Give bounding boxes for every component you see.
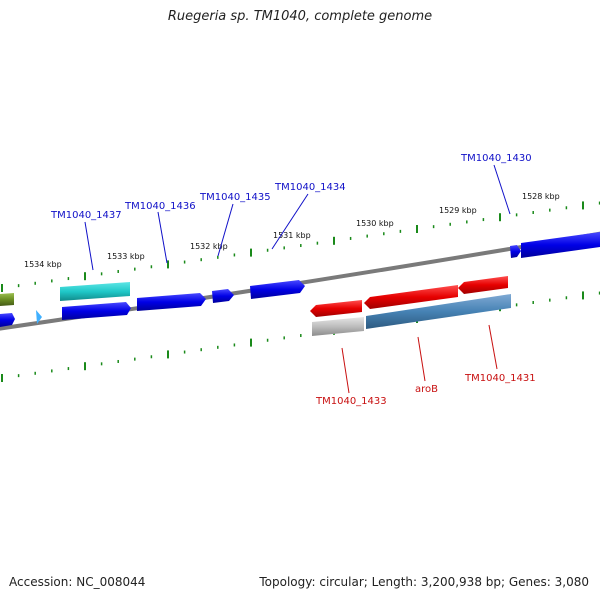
- callout-line-tm1040-1430: [493, 164, 511, 215]
- tick-label-1534: 1534 kbp: [24, 260, 62, 269]
- gene-arrow-tm1040-1436[interactable]: [137, 293, 206, 311]
- gene-label-tm1040-1435[interactable]: TM1040_1435: [199, 192, 271, 203]
- gene-arrow-arob[interactable]: [364, 285, 458, 309]
- callout-line-arob: [417, 336, 426, 382]
- tick-label-1533: 1533 kbp: [107, 252, 145, 261]
- callout-line-tm1040-1436: [157, 211, 168, 264]
- callout-line-tm1040-1434: [271, 193, 309, 250]
- tick-label-1531: 1531 kbp: [273, 231, 311, 240]
- callout-line-tm1040-1435: [217, 203, 234, 257]
- gene-arrow-left-edge[interactable]: [0, 313, 15, 327]
- gene-label-tm1040-1437[interactable]: TM1040_1437: [50, 210, 122, 221]
- tick-label-1528: 1528 kbp: [522, 192, 560, 201]
- gene-arrow-tm1040-1431[interactable]: [458, 276, 508, 294]
- gene-label-tm1040-1436[interactable]: TM1040_1436: [124, 201, 196, 212]
- gene-label-tm1040-1433[interactable]: TM1040_1433: [315, 396, 387, 407]
- gene-label-arob[interactable]: aroB: [415, 384, 438, 395]
- gene-arrow-tm1040-1430[interactable]: [521, 232, 600, 258]
- feature-steel-arob[interactable]: [366, 294, 511, 329]
- gene-label-tm1040-1431[interactable]: TM1040_1431: [464, 373, 536, 384]
- callout-line-tm1040-1431: [488, 324, 498, 370]
- tick-label-1532: 1532 kbp: [190, 242, 228, 251]
- feature-olive[interactable]: [0, 293, 14, 306]
- gene-arrow-tm1040-1430-a[interactable]: [510, 245, 521, 258]
- gene-arrow-tm1040-1437-cds[interactable]: [62, 302, 131, 320]
- feature-light-blue-marker[interactable]: [36, 310, 42, 324]
- gene-arrow-tm1040-1433[interactable]: [310, 300, 362, 317]
- accession-text: Accession: NC_008044: [9, 575, 146, 589]
- callout-line-tm1040-1433: [341, 347, 350, 394]
- gene-label-tm1040-1430[interactable]: TM1040_1430: [460, 153, 532, 164]
- gene-arrow-tm1040-1435[interactable]: [212, 289, 234, 303]
- map-title: Ruegeria sp. TM1040, complete genome: [167, 9, 433, 24]
- tick-label-1529: 1529 kbp: [439, 206, 477, 215]
- callout-line-tm1040-1437: [84, 221, 94, 271]
- gene-label-tm1040-1434[interactable]: TM1040_1434: [274, 182, 346, 193]
- feature-gray-tm1040-1433[interactable]: [312, 317, 364, 336]
- gene-arrow-tm1040-1434[interactable]: [250, 280, 305, 299]
- feature-teal-tm1040-1437[interactable]: [60, 282, 130, 301]
- genome-summary-text: Topology: circular; Length: 3,200,938 bp…: [259, 575, 589, 589]
- tick-label-1530: 1530 kbp: [356, 219, 394, 228]
